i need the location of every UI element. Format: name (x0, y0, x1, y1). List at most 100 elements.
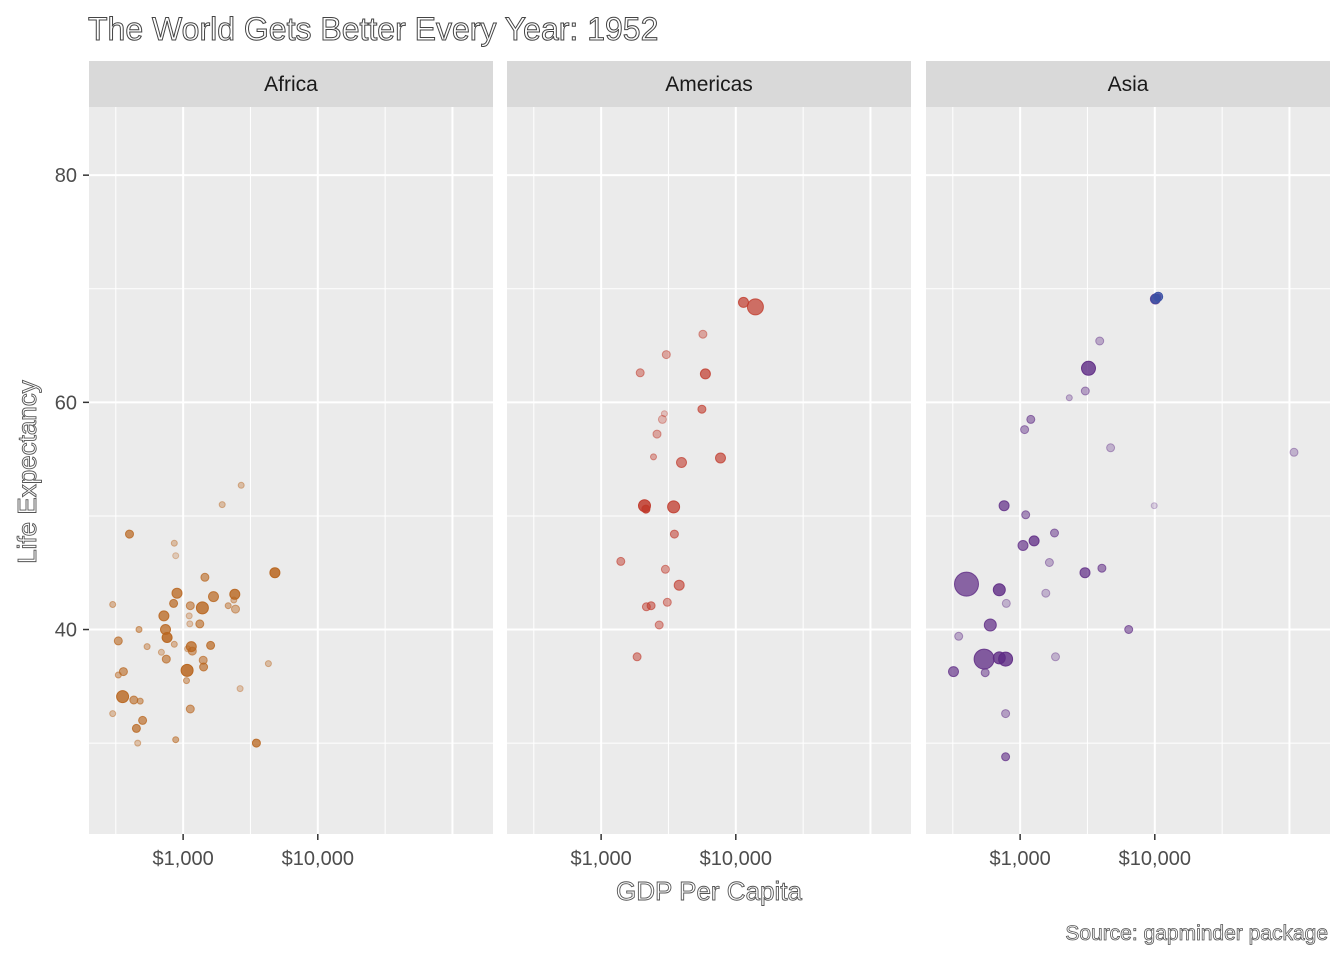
data-point (660, 410, 668, 418)
data-point (980, 668, 990, 678)
data-point (948, 666, 959, 678)
data-point (109, 601, 117, 608)
data-point (187, 646, 197, 656)
data-point (1021, 510, 1031, 520)
x-tick-label: $10,000 (700, 848, 772, 870)
data-point (185, 601, 195, 611)
data-point (667, 500, 681, 514)
data-point (660, 564, 670, 574)
panel-background (507, 107, 911, 834)
facet-strip-label: Africa (264, 73, 318, 96)
data-point (200, 572, 210, 582)
data-point (1001, 709, 1011, 719)
data-point (170, 539, 178, 547)
chart-caption: Source: gapminder package (1065, 922, 1328, 945)
data-point (138, 715, 148, 725)
x-tick-label: $1,000 (990, 848, 1051, 870)
data-point (125, 529, 134, 539)
data-point (135, 626, 143, 633)
data-point (1289, 447, 1299, 457)
data-point (134, 739, 142, 747)
data-point (224, 602, 232, 610)
data-point (1097, 563, 1107, 573)
data-point (229, 588, 241, 600)
data-point (650, 453, 657, 461)
data-point (161, 632, 173, 643)
data-point (208, 591, 219, 603)
data-point (616, 556, 626, 566)
data-point (109, 710, 117, 718)
facet-strip (926, 61, 1330, 107)
data-point (1079, 567, 1091, 579)
data-point (116, 690, 130, 704)
facet-strip-label: Americas (665, 73, 753, 96)
data-point (113, 636, 123, 646)
data-point (1051, 652, 1060, 662)
data-point (171, 587, 183, 599)
data-point (269, 567, 281, 579)
data-point (1065, 394, 1073, 402)
data-point (186, 620, 194, 628)
data-point (169, 598, 179, 608)
data-point (1150, 502, 1158, 510)
y-axis: 40 60 80 (55, 165, 89, 642)
x-axis-title: GDP Per Capita (616, 876, 802, 906)
data-point (652, 429, 662, 439)
chart-title: The World Gets Better Every Year: 1952 (88, 11, 658, 47)
data-point (237, 481, 245, 489)
data-point (195, 619, 205, 629)
data-point (1153, 291, 1164, 302)
data-point (673, 579, 685, 591)
data-point (185, 704, 195, 714)
data-point (998, 500, 1010, 512)
x-tick-label: $10,000 (282, 848, 354, 870)
data-point (992, 583, 1006, 597)
data-point (697, 404, 707, 414)
data-point (654, 620, 664, 630)
data-point (230, 596, 238, 604)
panel-americas: Americas $1,000 $10,000 (507, 61, 911, 870)
data-point (129, 695, 139, 705)
data-point (185, 612, 193, 620)
data-point (264, 660, 272, 668)
data-point (699, 368, 711, 380)
data-point (1001, 598, 1011, 608)
panels-group: Africa $1,000 $10,000 Americas $1,000 $10,000… (89, 61, 1330, 870)
data-point (1041, 588, 1051, 598)
data-point (170, 640, 178, 648)
data-point (1026, 414, 1036, 424)
panel-asia: Asia $1,000 $10,000 (926, 61, 1330, 870)
y-tick-label: 40 (55, 620, 77, 642)
data-point (218, 501, 226, 509)
data-point (118, 667, 128, 677)
data-point (998, 651, 1014, 667)
data-point (669, 529, 679, 539)
data-point (1001, 752, 1011, 762)
data-point (1106, 443, 1116, 453)
data-point (661, 350, 671, 360)
data-point (1124, 625, 1134, 634)
data-point (180, 663, 194, 677)
data-point (136, 697, 144, 705)
data-point (143, 643, 151, 651)
data-point (954, 631, 964, 641)
y-tick-label: 60 (55, 392, 77, 414)
data-point (172, 736, 180, 744)
data-point (641, 504, 651, 514)
data-point (1080, 386, 1090, 396)
data-point (646, 601, 656, 611)
facet-strip (507, 61, 911, 107)
data-point (676, 457, 687, 468)
data-point (206, 640, 216, 650)
panel-background (89, 107, 493, 834)
x-tick-label: $10,000 (1119, 848, 1191, 870)
data-point (131, 723, 141, 733)
data-point (158, 610, 170, 622)
data-point (635, 368, 645, 378)
data-point (632, 652, 642, 662)
data-point (1020, 425, 1030, 435)
data-point (1081, 360, 1096, 376)
data-point (1095, 336, 1105, 346)
facet-strip (89, 61, 493, 107)
